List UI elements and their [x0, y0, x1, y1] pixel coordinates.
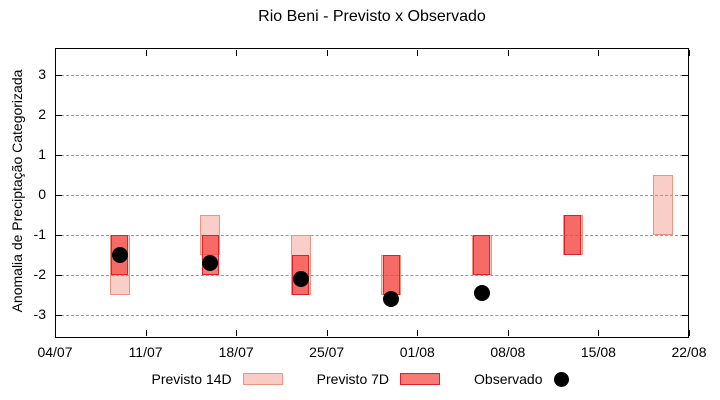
observed-dot [473, 285, 490, 301]
y-tick-mark [682, 115, 688, 116]
observed-dot [202, 255, 219, 271]
gridline [56, 235, 688, 236]
x-tick-label: 18/07 [218, 344, 254, 360]
legend-label-previsto-7d: Previsto 7D [316, 371, 390, 387]
y-tick-mark [682, 275, 688, 276]
observado-swatch-dot [553, 371, 569, 387]
observed-dot [383, 291, 400, 307]
x-tick-label: 25/07 [309, 344, 345, 360]
y-tick-mark [682, 235, 688, 236]
x-tick-mark [145, 50, 147, 56]
y-tick-label: 0 [38, 186, 46, 202]
legend-item-previsto-7d: Previsto 7D [316, 371, 441, 387]
y-tick-label: 3 [38, 66, 46, 82]
y-tick-mark [56, 75, 62, 76]
gridline [56, 155, 688, 156]
x-tick-mark [598, 330, 600, 336]
chart-title: Rio Beni - Previsto x Observado [258, 8, 486, 25]
gridline [56, 275, 688, 276]
y-tick-label: 1 [38, 146, 46, 162]
x-tick-label: 22/08 [671, 344, 707, 360]
y-tick-mark [682, 315, 688, 316]
observed-dot [111, 247, 128, 263]
previsto-14d-swatch [242, 373, 283, 385]
gridline [56, 115, 688, 116]
y-tick-mark [682, 155, 688, 156]
x-tick-label: 04/07 [37, 344, 73, 360]
x-tick-mark [145, 330, 147, 336]
plot-area [55, 48, 689, 338]
legend-item-previsto-14d: Previsto 14D [152, 371, 283, 387]
x-tick-mark [236, 330, 238, 336]
x-tick-mark [598, 50, 600, 56]
x-tick-label: 08/08 [490, 344, 526, 360]
gridline [56, 195, 688, 196]
x-tick-mark [417, 50, 419, 56]
x-tick-mark [55, 50, 56, 56]
previsto-7d-swatch [400, 373, 441, 385]
y-tick-mark [56, 195, 62, 196]
x-tick-label: 11/07 [128, 344, 163, 360]
x-tick-label: 01/08 [399, 344, 435, 360]
gridline [56, 315, 688, 316]
x-tick-mark [326, 50, 328, 56]
observed-dot [292, 271, 309, 287]
gridline [56, 75, 688, 76]
x-tick-mark [326, 330, 328, 336]
x-tick-mark [417, 330, 419, 336]
legend-label-previsto-14d: Previsto 14D [151, 371, 232, 387]
y-tick-mark [56, 155, 62, 156]
y-tick-label: 2 [38, 106, 46, 122]
forecast-7d-bar [564, 215, 582, 255]
y-tick-label: -3 [33, 306, 46, 322]
y-tick-mark [56, 235, 62, 236]
legend-item-observado: Observado [474, 371, 569, 387]
legend-label-observado: Observado [474, 371, 543, 387]
forecast-14d-bar [653, 175, 674, 235]
x-tick-mark [507, 330, 509, 336]
y-tick-mark [682, 75, 688, 76]
y-tick-mark [56, 315, 62, 316]
y-tick-mark [682, 195, 688, 196]
y-tick-mark [56, 275, 62, 276]
x-tick-mark [236, 50, 238, 56]
x-tick-mark [507, 50, 509, 56]
y-tick-label: -2 [33, 266, 46, 282]
y-tick-mark [56, 115, 62, 116]
forecast-7d-bar [473, 235, 491, 275]
forecast-7d-bar [382, 255, 400, 295]
x-tick-mark [689, 330, 690, 336]
y-tick-label: -1 [33, 226, 46, 242]
x-tick-label: 15/08 [580, 344, 616, 360]
x-tick-mark [689, 50, 690, 56]
x-tick-mark [55, 330, 56, 336]
chart-legend: Previsto 14D Previsto 7D Observado [0, 371, 720, 387]
